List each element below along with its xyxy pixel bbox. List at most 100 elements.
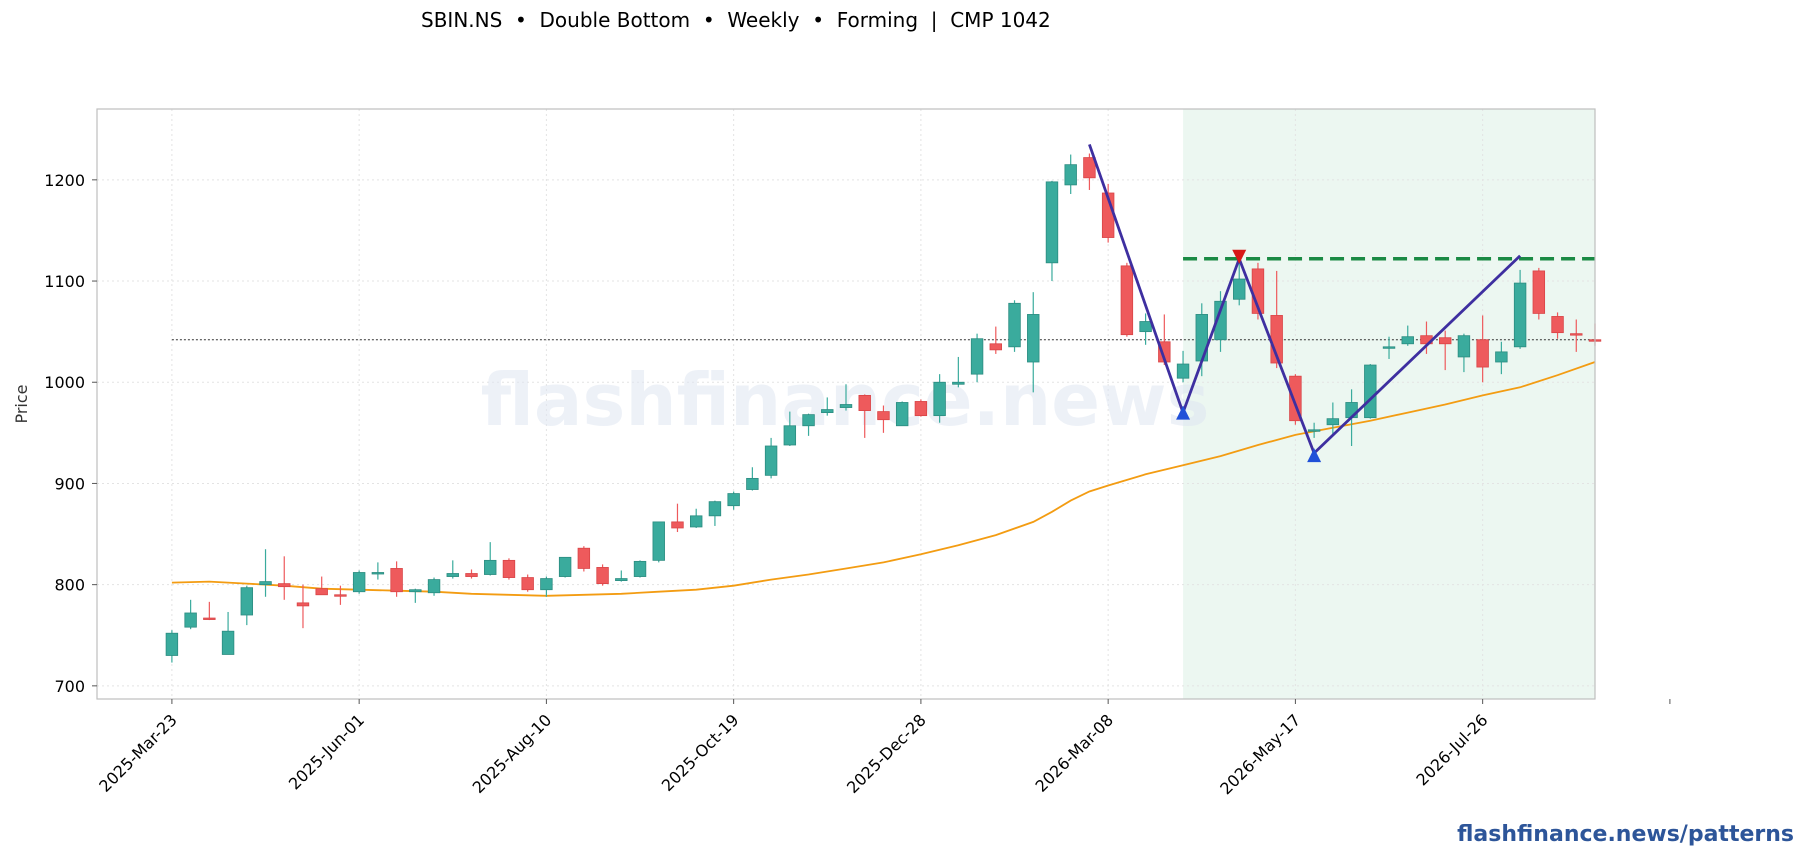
candle <box>296 584 310 629</box>
candle-body <box>858 394 871 411</box>
candle <box>989 326 1003 354</box>
candle <box>1532 267 1546 320</box>
candle <box>764 437 778 479</box>
candle-body <box>1495 351 1508 363</box>
candle-body <box>1027 314 1040 363</box>
candle <box>352 570 366 594</box>
candle <box>821 397 834 416</box>
candle-body <box>502 559 516 578</box>
candle-body <box>1551 316 1564 334</box>
candle <box>689 508 703 528</box>
candle-body <box>240 587 254 616</box>
candle-body <box>1438 337 1452 345</box>
candle-body <box>577 547 591 569</box>
candle-body <box>484 559 497 575</box>
candle-body <box>727 493 740 507</box>
y-tick-label: 900 <box>54 474 85 493</box>
y-axis: 700 800 900 1000 1100 1200 <box>44 171 97 696</box>
candle-body <box>296 602 310 607</box>
candle <box>427 577 441 596</box>
candle <box>446 560 459 579</box>
candle-body <box>839 404 853 408</box>
candle <box>390 561 403 597</box>
candle-body <box>558 556 572 577</box>
y-tick-label: 800 <box>54 576 85 595</box>
candle <box>184 599 197 630</box>
candle-body <box>221 630 235 655</box>
candle <box>1551 312 1564 339</box>
candle <box>727 491 740 510</box>
candle <box>221 611 235 655</box>
candle <box>465 569 478 579</box>
candle-body <box>764 445 778 476</box>
candle-body <box>465 573 478 577</box>
candle-body <box>1513 282 1527 348</box>
candle-body <box>1307 429 1321 432</box>
candle <box>1064 154 1077 195</box>
moving-average-line <box>171 361 1596 597</box>
candle <box>1382 336 1396 359</box>
candle <box>334 585 347 605</box>
moving-average-layer <box>171 361 1596 597</box>
candle <box>933 374 946 423</box>
candle <box>1364 364 1377 419</box>
x-tick-label: 2025-Mar-23 <box>95 710 180 795</box>
candle-body <box>652 521 665 561</box>
x-tick-label: 2026-May-17 <box>1216 710 1304 798</box>
candle <box>1495 341 1508 375</box>
candle <box>952 356 965 388</box>
candle <box>839 384 853 411</box>
candle <box>633 560 647 578</box>
candle <box>671 503 684 533</box>
x-axis: 2025-Mar-23 2025-Jun-01 2025-Aug-10 2025-Oc… <box>95 699 1671 798</box>
candle-body <box>371 572 385 575</box>
candle-body <box>1139 321 1152 333</box>
candle-body <box>315 588 328 596</box>
candle <box>746 467 759 491</box>
pattern-zone <box>1183 109 1595 699</box>
candle <box>1214 291 1227 352</box>
candle-body <box>746 477 759 490</box>
candle <box>1476 315 1489 383</box>
candle-body <box>596 567 609 585</box>
plot-frame <box>96 108 1596 700</box>
y-tick-label: 1200 <box>44 171 85 190</box>
trough-marker <box>1307 448 1322 463</box>
pattern-zone-layer <box>1183 109 1595 699</box>
candle <box>1401 325 1414 346</box>
candle <box>484 542 497 576</box>
candle-body <box>1120 265 1134 336</box>
candle-body <box>802 414 815 427</box>
candle <box>1008 300 1021 352</box>
y-tick-label: 1100 <box>44 272 85 291</box>
marker-layer <box>1176 249 1322 463</box>
candle <box>970 333 984 383</box>
candle-body <box>1008 302 1021 348</box>
candle-body <box>989 343 1003 351</box>
candle <box>914 399 928 417</box>
candle-body <box>1401 336 1414 345</box>
candle-body <box>352 572 366 593</box>
candle <box>371 562 385 580</box>
candle <box>278 556 291 600</box>
candle <box>409 588 422 603</box>
candle <box>708 500 722 526</box>
peak-marker <box>1232 249 1247 264</box>
x-tick-label: 2025-Aug-10 <box>469 710 556 797</box>
candle-body <box>427 579 441 594</box>
watermark: flashfinance.news <box>481 358 1210 442</box>
candle-body <box>895 402 909 427</box>
candle-body <box>334 594 347 597</box>
x-tick-label: 2025-Jun-01 <box>285 710 368 793</box>
candle-body <box>409 589 422 593</box>
candle-body <box>184 612 197 628</box>
candle <box>1570 319 1583 352</box>
candle-body <box>203 617 216 620</box>
x-tick-label: 2025-Oct-19 <box>658 710 743 795</box>
candle-body <box>952 381 965 385</box>
candle <box>1289 374 1302 425</box>
candle <box>558 556 572 578</box>
footer-link[interactable]: flashfinance.news/patterns <box>1457 822 1794 847</box>
candle-body <box>1064 164 1077 186</box>
